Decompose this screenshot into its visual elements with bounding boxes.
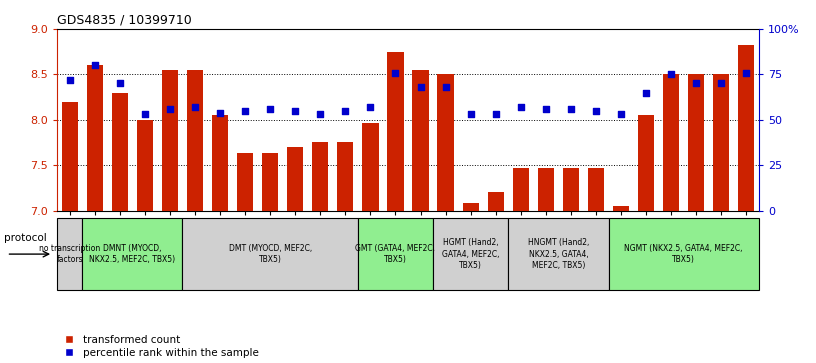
Point — [238, 108, 251, 114]
Text: protocol: protocol — [4, 233, 47, 243]
Point — [539, 106, 552, 112]
Point — [565, 106, 578, 112]
Text: GDS4835 / 10399710: GDS4835 / 10399710 — [57, 13, 192, 26]
Bar — [313, 142, 328, 211]
Bar — [638, 115, 654, 211]
Bar — [713, 74, 730, 211]
Text: HGMT (Hand2,
GATA4, MEF2C,
TBX5): HGMT (Hand2, GATA4, MEF2C, TBX5) — [442, 238, 499, 270]
Bar — [588, 168, 604, 211]
Point — [640, 90, 653, 95]
Bar — [358, 218, 433, 290]
Bar — [262, 153, 278, 211]
Point — [289, 108, 302, 114]
Point — [414, 84, 427, 90]
Bar — [82, 218, 183, 290]
Point — [439, 84, 452, 90]
Point — [514, 104, 527, 110]
Bar — [613, 206, 629, 211]
Point — [690, 81, 703, 86]
Legend: transformed count, percentile rank within the sample: transformed count, percentile rank withi… — [62, 335, 259, 358]
Point — [339, 108, 352, 114]
Text: GMT (GATA4, MEF2C,
TBX5): GMT (GATA4, MEF2C, TBX5) — [356, 244, 436, 264]
Bar — [187, 70, 203, 211]
Bar — [563, 168, 579, 211]
Bar — [488, 192, 503, 211]
Bar — [86, 65, 103, 211]
Point — [163, 106, 176, 112]
Bar — [112, 93, 128, 211]
Bar — [237, 153, 253, 211]
Bar — [463, 203, 479, 211]
Text: HNGMT (Hand2,
NKX2.5, GATA4,
MEF2C, TBX5): HNGMT (Hand2, NKX2.5, GATA4, MEF2C, TBX5… — [528, 238, 589, 270]
Bar — [183, 218, 358, 290]
Bar — [337, 142, 353, 211]
Point — [364, 104, 377, 110]
Text: DMT (MYOCD, MEF2C,
TBX5): DMT (MYOCD, MEF2C, TBX5) — [228, 244, 312, 264]
Bar — [433, 218, 508, 290]
Bar — [663, 74, 679, 211]
Bar — [287, 147, 304, 211]
Point — [264, 106, 277, 112]
Bar — [57, 218, 82, 290]
Point — [63, 77, 76, 83]
Point — [715, 81, 728, 86]
Text: NGMT (NKX2.5, GATA4, MEF2C,
TBX5): NGMT (NKX2.5, GATA4, MEF2C, TBX5) — [624, 244, 743, 264]
Bar — [609, 218, 759, 290]
Text: no transcription
factors: no transcription factors — [39, 244, 100, 264]
Point — [113, 81, 126, 86]
Text: DMNT (MYOCD,
NKX2.5, MEF2C, TBX5): DMNT (MYOCD, NKX2.5, MEF2C, TBX5) — [89, 244, 175, 264]
Bar — [738, 45, 755, 211]
Point — [589, 108, 602, 114]
Bar — [362, 122, 379, 211]
Point — [490, 111, 503, 117]
Bar — [437, 74, 454, 211]
Bar — [212, 115, 228, 211]
Point — [464, 111, 477, 117]
Bar — [538, 168, 554, 211]
Point — [88, 62, 101, 68]
Point — [665, 72, 678, 77]
Bar — [508, 218, 609, 290]
Bar — [162, 70, 178, 211]
Bar — [512, 168, 529, 211]
Bar — [137, 120, 153, 211]
Point — [614, 111, 628, 117]
Bar — [412, 70, 428, 211]
Point — [389, 70, 402, 76]
Bar — [688, 74, 704, 211]
Point — [214, 110, 227, 115]
Point — [139, 111, 152, 117]
Bar — [61, 102, 78, 211]
Point — [188, 104, 202, 110]
Point — [313, 111, 326, 117]
Point — [740, 70, 753, 76]
Bar — [388, 52, 404, 211]
